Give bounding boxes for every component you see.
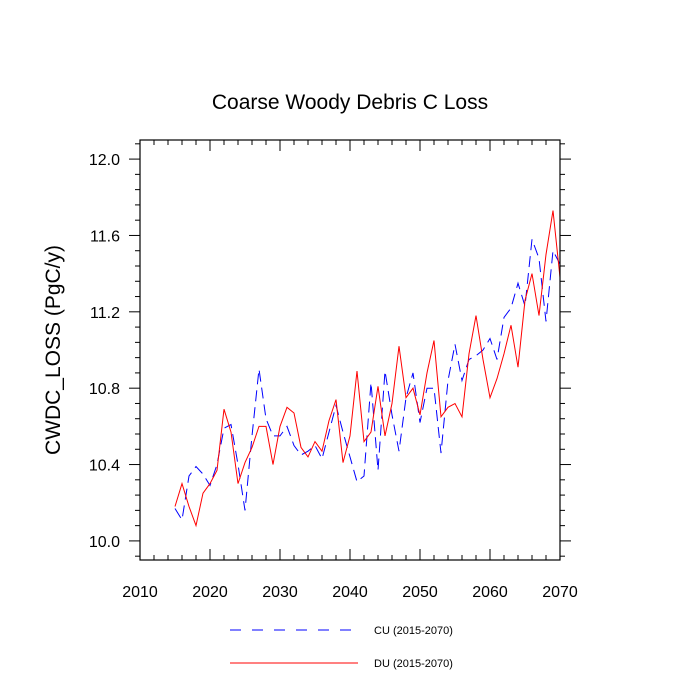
chart-title: Coarse Woody Debris C Loss bbox=[212, 91, 488, 114]
y-tick-label: 11.2 bbox=[90, 305, 120, 322]
x-tick-label: 2040 bbox=[332, 584, 368, 601]
x-tick-label: 2070 bbox=[542, 584, 578, 601]
axes: 2010 2020 2030 2040 2050 2060 2070 10.0 10.4 10.8… bbox=[89, 139, 578, 601]
x-tick-label: 2010 bbox=[122, 584, 158, 601]
x-tick-label: 2050 bbox=[402, 584, 438, 601]
y-tick-label: 10.8 bbox=[89, 381, 120, 398]
legend: CU (2015-2070) DU (2015-2070) bbox=[230, 625, 453, 670]
x-tick-label: 2030 bbox=[262, 584, 298, 601]
series-line-cu bbox=[174, 239, 561, 522]
y-tick-label: 12.0 bbox=[89, 152, 120, 169]
y-tick-label: 10.0 bbox=[89, 534, 120, 551]
plot-frame bbox=[139, 139, 561, 561]
y-axis-label: CWDC_LOSS (PgC/y) bbox=[42, 245, 65, 455]
x-tick-label: 2020 bbox=[192, 584, 228, 601]
y-tick-label: 11.6 bbox=[90, 228, 120, 245]
legend-label-cu: CU (2015-2070) bbox=[374, 625, 453, 637]
legend-label-du: DU (2015-2070) bbox=[374, 658, 453, 670]
y-tick-label: 10.4 bbox=[89, 458, 120, 475]
series-line-du bbox=[174, 210, 561, 528]
x-tick-label: 2060 bbox=[472, 584, 508, 601]
plot-area bbox=[174, 210, 561, 528]
